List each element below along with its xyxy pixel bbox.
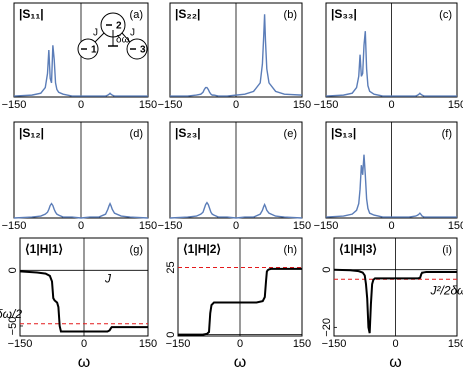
reference-label: J [104, 272, 112, 286]
reference-label: −δω/2 [0, 307, 22, 321]
x-tick-label: −150 [2, 220, 27, 232]
data-line [170, 14, 303, 97]
panel-title: ⟨1|H|2⟩ [183, 242, 221, 256]
panel-title: |S₂₂| [175, 7, 200, 21]
x-tick-label: 150 [448, 99, 463, 111]
panel: −150 0 150 −50 0 −δω/2 ⟨1|H|1⟩ (g) ω [0, 237, 157, 371]
panel-title: ⟨1|H|1⟩ [25, 242, 63, 256]
x-tick-label: 0 [233, 99, 239, 111]
data-line [178, 267, 302, 336]
x-tick-label: −150 [158, 99, 183, 111]
x-tick-label: 0 [233, 220, 239, 232]
panel-label: (g) [130, 244, 143, 256]
y-tick-label: 25 [165, 261, 177, 273]
site-node [126, 38, 148, 60]
y-tick-label: −50 [7, 317, 19, 336]
detuning-label: δω [116, 35, 130, 46]
panel-label: (b) [284, 9, 297, 21]
x-axis-label: ω [389, 354, 402, 371]
coupling-label: J [93, 28, 98, 39]
panel-title: |S₂₃| [175, 126, 201, 140]
x-tick-label: 150 [139, 338, 157, 350]
x-tick-label: −150 [8, 338, 33, 350]
data-line [333, 268, 457, 334]
x-tick-label: −150 [166, 338, 191, 350]
panel: −150 0 150 −20 0 J²/2δω ⟨1|H|3⟩ (i) ω [321, 237, 463, 371]
panel-label: (i) [442, 244, 452, 256]
x-tick-label: 150 [293, 220, 311, 232]
site-label: 3 [140, 45, 146, 56]
site-label: 1 [91, 45, 97, 56]
coupling-line [121, 32, 131, 43]
x-tick-label: 150 [293, 338, 311, 350]
x-tick-label: 0 [81, 338, 87, 350]
x-tick-label: 0 [388, 220, 394, 232]
panel-title: |S₁₂| [19, 126, 44, 140]
x-tick-label: 150 [448, 220, 463, 232]
data-line [325, 154, 457, 218]
data-line [19, 270, 148, 333]
panel: −150 0 150 |S₂₃| (e) [158, 121, 311, 232]
x-tick-label: −150 [2, 99, 27, 111]
panel: −150 0 150 |S₁₂| (d) [2, 121, 157, 232]
panel-label: (c) [439, 9, 452, 21]
x-axis-label: ω [234, 354, 247, 371]
x-tick-label: −150 [314, 220, 339, 232]
x-tick-label: 0 [237, 338, 243, 350]
panel-label: (h) [284, 244, 297, 256]
panel: −150 0 150 |S₃₃| (c) [314, 2, 463, 111]
data-line [325, 31, 457, 97]
panel-label: (a) [130, 9, 143, 21]
panel-title: |S₁₁| [19, 7, 44, 21]
x-tick-label: 0 [388, 99, 394, 111]
panel-title: ⟨1|H|3⟩ [339, 242, 377, 256]
x-tick-label: 0 [78, 220, 84, 232]
panel: −150 0 150 |S₁₃| (f) [314, 121, 463, 232]
site-label: 2 [116, 21, 122, 32]
x-tick-label: −150 [314, 99, 339, 111]
x-tick-label: 150 [139, 220, 157, 232]
x-tick-label: 150 [139, 99, 157, 111]
x-tick-label: 150 [293, 99, 311, 111]
x-axis-label: ω [78, 354, 91, 371]
x-tick-label: 0 [78, 99, 84, 111]
data-line [13, 201, 149, 219]
y-tick-label: 0 [321, 267, 333, 273]
panel-title: |S₃₃| [331, 7, 357, 21]
data-line [13, 45, 148, 97]
panel-label: (e) [284, 128, 297, 140]
y-tick-label: 0 [7, 267, 19, 273]
x-tick-label: −150 [158, 220, 183, 232]
x-tick-label: −150 [322, 338, 347, 350]
panel-title: |S₁₃| [331, 126, 356, 140]
data-line [169, 201, 303, 219]
coupling-line [94, 32, 105, 43]
site-node [77, 38, 99, 60]
coupling-label: J [130, 28, 135, 39]
panel-label: (d) [130, 128, 143, 140]
x-tick-label: 150 [448, 338, 463, 350]
reference-label: J²/2δω [430, 283, 463, 297]
panel: −150 0 150 |S₂₂| (b) [158, 2, 311, 111]
y-tick-label: 0 [165, 332, 177, 338]
panel-label: (f) [442, 128, 452, 140]
y-tick-label: −20 [321, 318, 333, 337]
x-tick-label: 0 [392, 338, 398, 350]
